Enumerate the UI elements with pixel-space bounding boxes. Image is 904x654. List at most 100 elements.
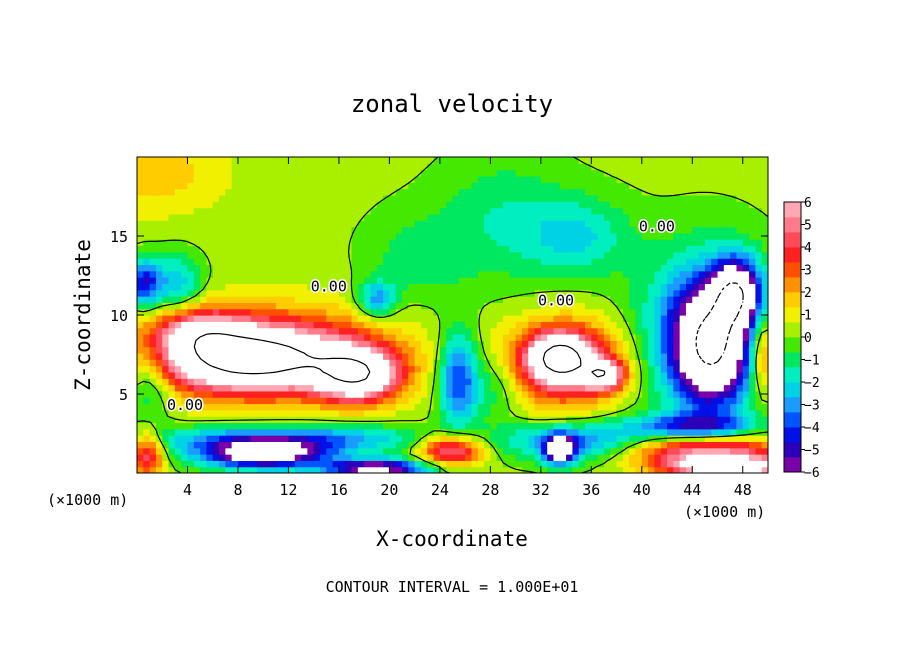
heatmap-cell [654, 346, 662, 354]
heatmap-cell [452, 213, 460, 221]
heatmap-cell [660, 182, 668, 190]
heatmap-cell [244, 435, 252, 442]
heatmap-cell [648, 239, 656, 247]
heatmap-cell [641, 239, 649, 247]
heatmap-cell [168, 289, 176, 297]
heatmap-cell [566, 422, 573, 430]
heatmap-cell [332, 321, 340, 329]
heatmap-cell [477, 340, 485, 348]
heatmap-cell [490, 245, 498, 253]
heatmap-cell [420, 447, 428, 455]
heatmap-cell [395, 226, 403, 234]
heatmap-cell [301, 277, 308, 284]
heatmap-cell [660, 270, 668, 278]
heatmap-cell [244, 333, 252, 341]
heatmap-cell [263, 384, 271, 392]
heatmap-cell [193, 397, 201, 405]
heatmap-cell [395, 359, 403, 367]
heatmap-cell [736, 384, 744, 392]
heatmap-cell [313, 245, 321, 253]
heatmap-cell [667, 302, 674, 310]
heatmap-cell [263, 270, 271, 278]
heatmap-cell [698, 340, 706, 348]
heatmap-cell [458, 321, 466, 329]
heatmap-cell [528, 428, 536, 436]
heatmap-cell [149, 308, 157, 316]
heatmap-cell [761, 169, 768, 177]
heatmap-cell [446, 422, 454, 430]
heatmap-cell [345, 163, 353, 171]
heatmap-cell [692, 403, 700, 411]
heatmap-cell [755, 365, 763, 373]
heatmap-cell [591, 283, 599, 291]
heatmap-cell [553, 397, 561, 405]
heatmap-cell [231, 220, 239, 228]
heatmap-cell [351, 397, 359, 405]
heatmap-cell [521, 302, 529, 310]
heatmap-cell [269, 226, 277, 234]
heatmap-cell [521, 435, 529, 442]
heatmap-cell [326, 359, 334, 367]
heatmap-cell [730, 384, 738, 392]
heatmap-cell [275, 302, 283, 310]
heatmap-cell [629, 277, 637, 284]
heatmap-cell [749, 390, 756, 398]
heatmap-cell [692, 232, 700, 240]
heatmap-cell [566, 378, 573, 386]
heatmap-cell [667, 359, 674, 367]
heatmap-cell [736, 416, 744, 424]
heatmap-cell [679, 460, 687, 468]
heatmap-cell [749, 188, 756, 196]
heatmap-cell [572, 264, 580, 272]
heatmap-cell [736, 308, 744, 316]
heatmap-cell [704, 302, 712, 310]
heatmap-cell [471, 365, 479, 373]
heatmap-cell [219, 327, 226, 335]
heatmap-cell [288, 441, 296, 449]
heatmap-cell [622, 270, 630, 278]
heatmap-cell [338, 251, 346, 259]
heatmap-cell [288, 409, 296, 417]
heatmap-cell [149, 188, 157, 196]
heatmap-cell [149, 175, 157, 183]
heatmap-cell [616, 321, 624, 329]
heatmap-cell [269, 397, 277, 405]
heatmap-cell [149, 220, 157, 228]
heatmap-cell [723, 428, 731, 436]
heatmap-cell [540, 397, 548, 405]
heatmap-cell [654, 315, 662, 322]
heatmap-cell [692, 447, 700, 455]
heatmap-cell [679, 283, 687, 291]
heatmap-cell [357, 409, 365, 417]
heatmap-cell [465, 359, 473, 367]
heatmap-cell [137, 378, 144, 386]
heatmap-cell [521, 232, 529, 240]
heatmap-cell [692, 435, 700, 442]
heatmap-cell [389, 188, 397, 196]
heatmap-cell [679, 384, 687, 392]
heatmap-cell [168, 239, 176, 247]
heatmap-cell [219, 441, 226, 449]
heatmap-cell [420, 352, 428, 360]
heatmap-cell [471, 296, 479, 303]
heatmap-cell [509, 258, 517, 266]
heatmap-cell [357, 365, 365, 373]
heatmap-cell [603, 327, 611, 335]
heatmap-cell [446, 194, 454, 202]
heatmap-cell [685, 428, 693, 436]
heatmap-cell [288, 435, 296, 442]
heatmap-cell [496, 182, 504, 190]
heatmap-cell [597, 390, 605, 398]
heatmap-cell [490, 447, 498, 455]
heatmap-cell [717, 447, 725, 455]
heatmap-cell [402, 239, 409, 247]
heatmap-cell [685, 245, 693, 253]
heatmap-cell [275, 251, 283, 259]
heatmap-cell [307, 207, 315, 215]
heatmap-cell [256, 163, 264, 171]
heatmap-cell [294, 371, 302, 379]
heatmap-cell [237, 194, 245, 202]
heatmap-cell [730, 340, 738, 348]
heatmap-cell [477, 207, 485, 215]
heatmap-cell [641, 207, 649, 215]
